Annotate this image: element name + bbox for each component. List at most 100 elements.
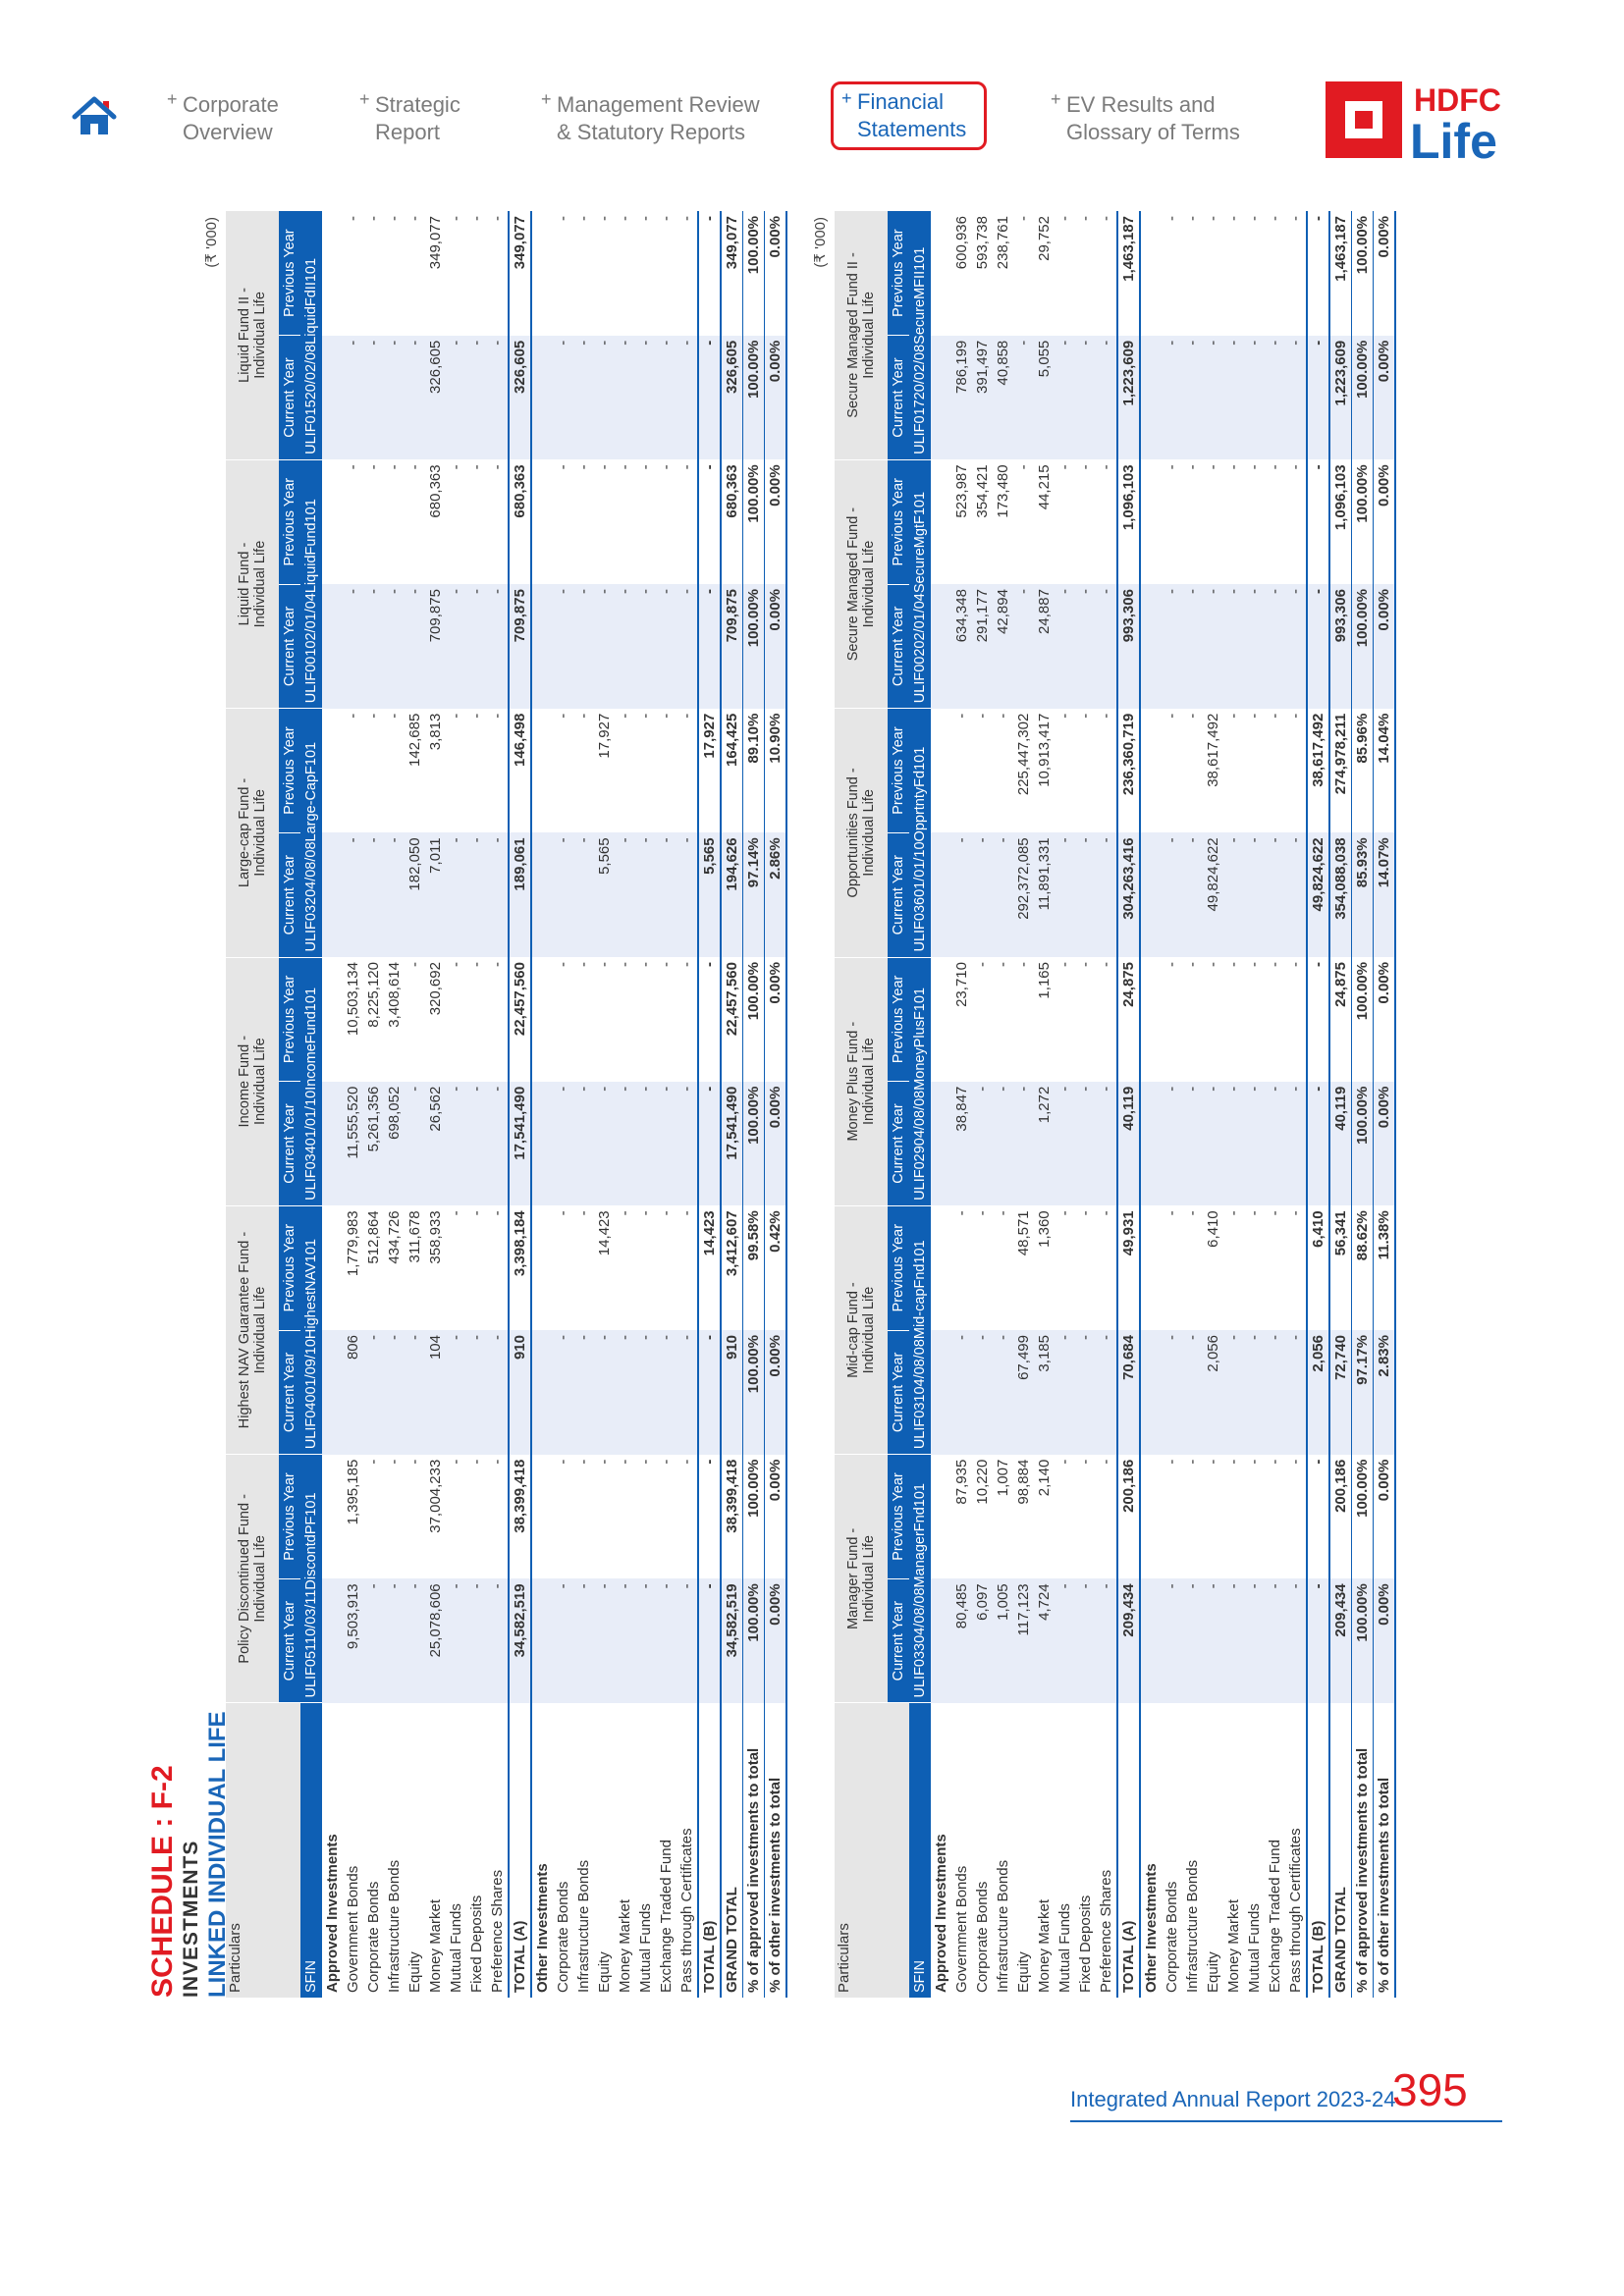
cell-value: - xyxy=(488,1459,506,1465)
cell-value: - xyxy=(364,464,382,470)
fund-name: Income Fund - xyxy=(237,1035,252,1128)
cell-value: - xyxy=(1163,713,1180,719)
cell-value: - xyxy=(446,335,466,460)
cell-value: - xyxy=(657,216,675,221)
cell-value: 14,423 xyxy=(698,1205,721,1331)
cell-value: - xyxy=(1286,1459,1304,1465)
cell-value xyxy=(322,1205,343,1330)
cell-value: 2,140 xyxy=(1035,1459,1053,1497)
cell-value: - xyxy=(635,832,656,958)
cell-value: - xyxy=(1285,832,1307,958)
cell-value xyxy=(322,957,343,1082)
row-label: Pass through Certificates xyxy=(1286,1828,1304,1993)
cell-value: 100.00% xyxy=(742,1330,765,1455)
cell-value xyxy=(1140,584,1162,709)
cell-value: - xyxy=(1245,962,1263,968)
fund-name: Liquid Fund - xyxy=(237,542,252,626)
sfin-code: ULIF03304/08/08ManagerFnd101 xyxy=(909,1454,931,1703)
cell-value xyxy=(531,211,553,336)
fund-name: Secure Managed Fund - xyxy=(845,507,861,662)
rotated-page-content: SCHEDULE : F-2 INVESTMENTS LINKED INDIVI… xyxy=(146,211,1404,1998)
cell-value: - xyxy=(1307,211,1329,336)
cell-value: - xyxy=(554,1210,571,1216)
cell-value: 146,498 xyxy=(509,708,531,833)
cell-value xyxy=(531,1330,553,1455)
cell-value: 25,078,606 xyxy=(425,1578,446,1703)
row-label: Government Bonds xyxy=(952,1865,970,1993)
cell-value xyxy=(931,335,951,460)
cell-value: - xyxy=(1075,1081,1096,1206)
cell-value: - xyxy=(574,464,592,470)
cell-value: - xyxy=(698,1081,721,1206)
cell-value: 354,421 xyxy=(973,464,991,518)
cell-value: - xyxy=(1307,1081,1329,1206)
nav-corporate-overview[interactable]: + Corporate Overview xyxy=(167,89,279,146)
cell-value: 709,875 xyxy=(425,584,446,709)
cell-value: - xyxy=(1203,1081,1223,1206)
cell-value: 23,710 xyxy=(952,962,970,1007)
cell-value xyxy=(931,1205,951,1330)
cell-value: - xyxy=(447,464,464,470)
table-row: Approved Investments xyxy=(931,211,951,1998)
nav-label: Statements xyxy=(857,117,967,141)
cell-value: 49,931 xyxy=(1117,1205,1140,1331)
cell-value: 38,617,492 xyxy=(1204,713,1221,787)
cell-value xyxy=(531,1081,553,1206)
cell-value: - xyxy=(1075,335,1096,460)
row-label: Infrastructure Bonds xyxy=(385,1859,403,1993)
cell-value: 1,096,103 xyxy=(1117,459,1140,585)
cell-value: - xyxy=(656,1330,677,1455)
nav-strategic-report[interactable]: + Strategic Report xyxy=(359,89,460,146)
cell-value: 24,875 xyxy=(1329,957,1352,1082)
cell-value: - xyxy=(1097,713,1114,719)
cell-value: - xyxy=(1266,713,1283,719)
cell-value: - xyxy=(1055,832,1075,958)
cell-value: - xyxy=(554,713,571,719)
cell-value xyxy=(322,1455,343,1579)
cell-value: 100.00% xyxy=(742,335,765,460)
cell-value: 8,225,120 xyxy=(364,962,382,1028)
cell-value: - xyxy=(467,962,485,968)
table-row: Pass through Certificates - - - - - - - - - - - - xyxy=(677,211,698,1998)
nav-management-review[interactable]: + Management Review & Statutory Reports xyxy=(541,89,760,146)
previous-year-header: Previous Year xyxy=(279,1454,300,1579)
cell-value: - xyxy=(1307,459,1329,585)
cell-value: - xyxy=(487,584,509,709)
current-year-header: Current Year xyxy=(279,584,300,709)
cell-value: - xyxy=(698,1454,721,1579)
home-icon[interactable] xyxy=(71,93,118,140)
cell-value: 100.00% xyxy=(1351,1081,1374,1206)
cell-value: - xyxy=(487,1081,509,1206)
cell-value: - xyxy=(344,464,361,470)
table-row: Government Bonds 80,485 87,935 - - 38,847 23,7… xyxy=(951,211,972,1998)
nav-financial-statements[interactable]: + Financial Statements xyxy=(831,81,988,150)
nav-ev-results[interactable]: + EV Results and Glossary of Terms xyxy=(1051,89,1240,146)
cell-value: 9,503,913 xyxy=(343,1578,363,1703)
cell-value xyxy=(322,1081,343,1206)
table-row: GRAND TOTAL 209,434 200,186 72,740 56,341 40,… xyxy=(1329,211,1352,1998)
cell-value: 100.00% xyxy=(1351,1578,1374,1703)
cell-value: - xyxy=(384,335,405,460)
cell-value: - xyxy=(1096,1330,1117,1455)
cell-value: 0.00% xyxy=(1373,1454,1395,1579)
row-label: Government Bonds xyxy=(344,1865,361,1993)
fund-subname: Individual Life xyxy=(861,1286,877,1374)
cell-value: 1,165 xyxy=(1035,962,1053,999)
cell-value: - xyxy=(615,832,635,958)
cell-value: - xyxy=(466,1081,487,1206)
cell-value: 236,360,719 xyxy=(1117,708,1140,833)
cell-value: - xyxy=(656,335,677,460)
cell-value: - xyxy=(677,832,698,958)
cell-value: 2.86% xyxy=(764,832,786,958)
cell-value: 42,894 xyxy=(993,584,1013,709)
cell-value: - xyxy=(973,962,991,968)
fund-subname: Individual Life xyxy=(252,1038,268,1126)
cell-value: - xyxy=(594,1081,615,1206)
sfin-code: ULIF00102/01/04LiquidFund101 xyxy=(300,459,322,709)
cell-value: 1,395,185 xyxy=(344,1459,361,1525)
cell-value xyxy=(322,459,343,584)
cell-value: - xyxy=(677,713,695,719)
table-row: Infrastructure Bonds - - - - - - - - - - - - xyxy=(1182,211,1203,1998)
cell-value: 349,077 xyxy=(721,211,743,336)
cell-value: - xyxy=(554,464,571,470)
